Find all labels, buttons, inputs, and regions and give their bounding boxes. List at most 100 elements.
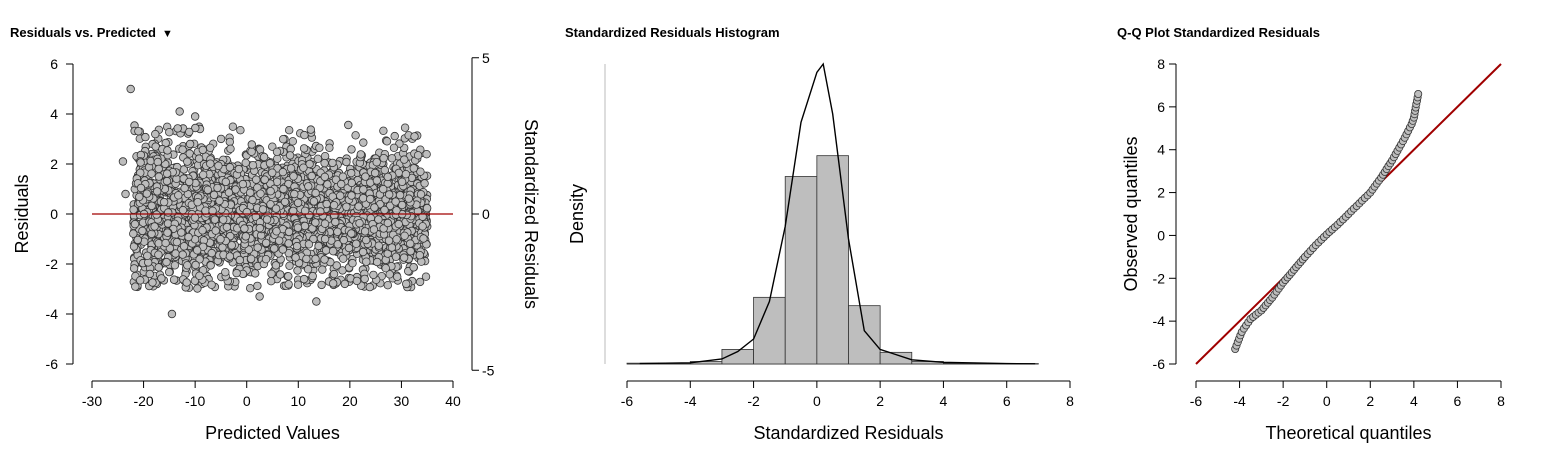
scatter-point <box>162 169 172 178</box>
scatter-point <box>329 279 338 288</box>
scatter-point <box>221 177 230 187</box>
scatter-point <box>383 172 392 182</box>
scatter-point <box>328 158 337 168</box>
scatter-point <box>379 184 388 194</box>
scatter-point <box>121 189 130 199</box>
scatter-point <box>221 268 230 277</box>
y-tick-label: 4 <box>1157 142 1165 158</box>
panel-title-text: Q-Q Plot Standardized Residuals <box>1117 25 1320 40</box>
scatter-point <box>163 146 172 155</box>
scatter-point <box>157 274 166 283</box>
scatter-point <box>143 251 152 260</box>
scatter-point <box>415 250 424 260</box>
scatter-point <box>409 263 418 272</box>
x-axis-label: Theoretical quantiles <box>1265 423 1431 443</box>
scatter-point <box>347 191 356 200</box>
scatter-point <box>253 281 262 291</box>
scatter-point <box>278 245 287 254</box>
qq-points <box>1231 90 1423 353</box>
scatter-point <box>142 189 152 198</box>
scatter-point <box>286 164 296 173</box>
scatter-point <box>273 154 282 163</box>
scatter-point <box>152 187 162 196</box>
scatter-point <box>258 205 268 214</box>
scatter-point <box>284 227 294 237</box>
y2-axis-label: Standardized Residuals <box>521 119 541 309</box>
scatter-point <box>358 247 368 257</box>
scatter-point <box>385 270 394 279</box>
scatter-point <box>392 206 401 215</box>
scatter-point <box>338 172 348 181</box>
scatter-point <box>342 202 351 211</box>
scatter-point <box>238 179 248 189</box>
scatter-point <box>163 208 173 217</box>
x-axis-label: Standardized Residuals <box>753 423 943 443</box>
scatter-point <box>235 255 244 265</box>
scatter-point <box>134 126 143 136</box>
scatter-point <box>308 271 317 281</box>
scatter-point <box>276 270 285 279</box>
histogram-bar <box>879 351 913 365</box>
scatter-point <box>293 198 303 207</box>
scatter-point <box>248 160 258 170</box>
scatter-point <box>232 268 241 278</box>
scatter-point <box>206 261 215 270</box>
x-tick-label: 2 <box>1366 393 1374 409</box>
x-tick-label: 30 <box>394 393 410 409</box>
scatter-point <box>266 277 276 286</box>
scatter-point <box>246 254 256 263</box>
y2-tick-label: 5 <box>482 50 490 66</box>
scatter-point <box>390 131 399 141</box>
scatter-point <box>360 274 369 284</box>
scatter-point <box>379 153 388 163</box>
scatter-point <box>413 151 423 160</box>
panel-title-residuals-vs-predicted[interactable]: Residuals vs. Predicted ▼ <box>10 25 173 40</box>
scatter-point <box>339 254 348 263</box>
scatter-point <box>320 158 329 168</box>
scatter-point <box>205 143 215 152</box>
scatter-point <box>255 223 264 233</box>
scatter-point <box>304 240 314 249</box>
scatter-point <box>311 218 320 227</box>
scatter-point <box>213 183 222 193</box>
scatter-point <box>373 257 382 267</box>
scatter-point <box>167 309 177 319</box>
scatter-point <box>318 265 327 274</box>
x-tick-label: -4 <box>1233 393 1246 409</box>
scatter-point <box>354 202 363 211</box>
x-axis-label: Predicted Values <box>205 423 340 443</box>
scatter-point <box>172 237 182 247</box>
scatter-point <box>329 200 339 210</box>
scatter-point <box>325 143 334 152</box>
scatter-point <box>293 266 302 275</box>
scatter-point <box>183 157 192 166</box>
scatter-point <box>315 143 324 152</box>
scatter-point <box>224 188 234 197</box>
scatter-point <box>193 197 202 207</box>
scatter-point <box>251 212 260 221</box>
scatter-point <box>226 144 235 153</box>
scatter-point <box>248 195 257 205</box>
scatter-point <box>397 177 407 186</box>
scatter-point <box>190 213 200 222</box>
scatter-point <box>154 239 163 248</box>
scatter-point <box>244 245 253 254</box>
scatter-point <box>302 254 311 264</box>
scatter-point <box>312 297 321 306</box>
scatter-point <box>154 250 163 259</box>
scatter-point <box>256 189 265 198</box>
scatter-point <box>385 201 395 210</box>
scatter-point <box>218 215 228 224</box>
scatter-point <box>418 222 427 231</box>
scatter-point <box>337 179 346 189</box>
scatter-point <box>351 131 360 140</box>
scatter-point <box>293 223 303 232</box>
scatter-point <box>369 225 379 234</box>
scatter-point <box>291 253 300 262</box>
scatter-point <box>359 185 368 194</box>
dropdown-arrow-icon[interactable]: ▼ <box>161 28 173 40</box>
scatter-point <box>305 159 314 169</box>
scatter-point <box>191 123 200 133</box>
scatter-point <box>304 182 313 191</box>
scatter-point <box>366 194 375 204</box>
